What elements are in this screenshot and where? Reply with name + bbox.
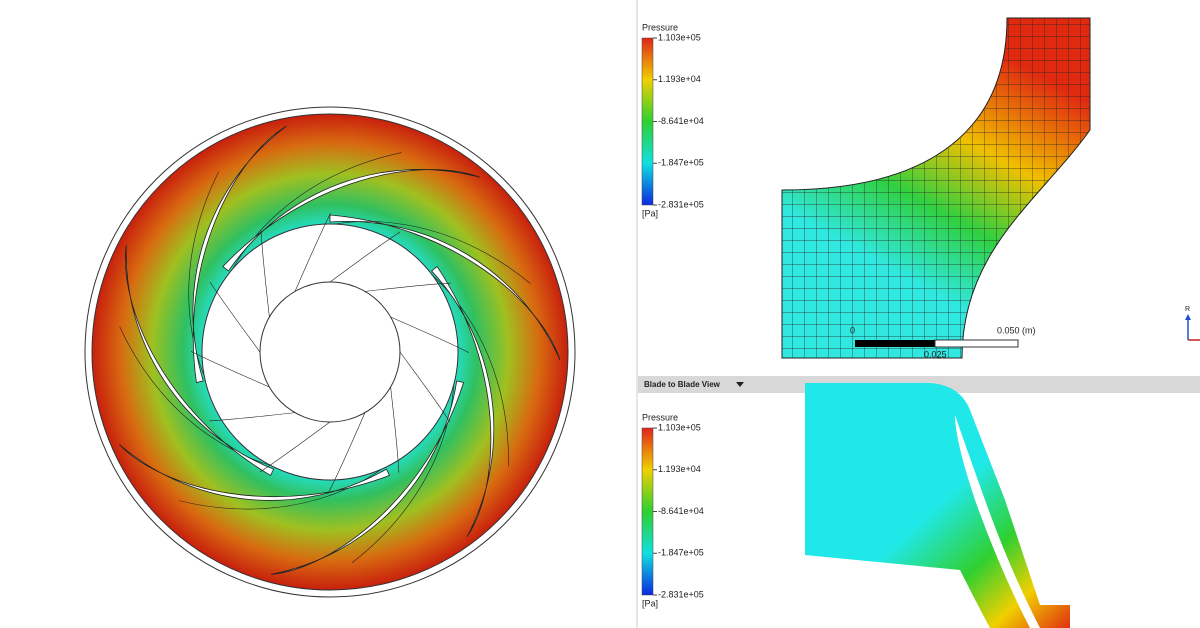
color-bar [641, 37, 654, 206]
blade [431, 265, 495, 538]
view-title[interactable]: Blade to Blade View [644, 380, 721, 389]
legend-tick-label: -8.641e+04 [658, 506, 704, 516]
legend-tick-label: -2.831e+05 [658, 589, 704, 599]
dropdown-arrow[interactable] [736, 382, 744, 387]
legend-tick-label: -2.831e+05 [658, 199, 704, 209]
outer-ring [84, 106, 576, 598]
scale-mid: 0.025 [924, 349, 947, 359]
legend-tick-label: 1.103e+05 [658, 32, 701, 42]
axis-arrow-head [1185, 314, 1191, 320]
inner-blade [190, 351, 270, 388]
inner-blade [329, 231, 401, 283]
inner-blade [259, 421, 331, 473]
legend-tick-label: -8.641e+04 [658, 116, 704, 126]
scale-end: 0.050 (m) [997, 325, 1036, 335]
blade [270, 380, 465, 575]
blade [329, 214, 561, 361]
scale-bar-black [855, 340, 935, 347]
color-bar [641, 427, 654, 596]
flow-passage [805, 383, 1070, 628]
scale-bar-white [934, 339, 1019, 348]
legend-tick-label: 1.103e+05 [658, 422, 701, 432]
impeller-view [84, 106, 576, 598]
blades [119, 125, 561, 575]
legend-title: Pressure [642, 22, 678, 32]
meridional-view: 0 0.050 (m) 0.025 R [781, 17, 1200, 359]
inner-blade [294, 212, 331, 292]
blade-to-blade-view [805, 383, 1070, 628]
inner-blade [399, 351, 451, 423]
legends: Pressure1.103e+051.193e+04-8.641e+04-1.8… [641, 22, 704, 608]
inner-blade [390, 316, 470, 353]
hub [201, 223, 459, 481]
legend-tick-label: 1.193e+04 [658, 464, 701, 474]
legend-unit: [Pa] [642, 208, 658, 218]
legend-tick-label: 1.193e+04 [658, 74, 701, 84]
blade [125, 244, 275, 476]
axis-label: R [1185, 306, 1190, 313]
blade [192, 125, 287, 383]
legend-unit: [Pa] [642, 598, 658, 608]
inner-blade [390, 386, 400, 473]
legend-tick-label: -1.847e+05 [658, 548, 704, 558]
inner-blade [209, 281, 261, 353]
inner-blades [190, 212, 470, 492]
inner-blade [329, 412, 366, 492]
inner-blade [260, 231, 270, 318]
mesh-grid [782, 18, 1090, 358]
scale-start: 0 [850, 325, 855, 335]
blade [222, 169, 480, 272]
legend-tick-label: -1.847e+05 [658, 158, 704, 168]
legend-title: Pressure [642, 412, 678, 422]
inner-blade [209, 412, 296, 422]
blade [119, 444, 390, 501]
inner-blade [364, 282, 451, 292]
